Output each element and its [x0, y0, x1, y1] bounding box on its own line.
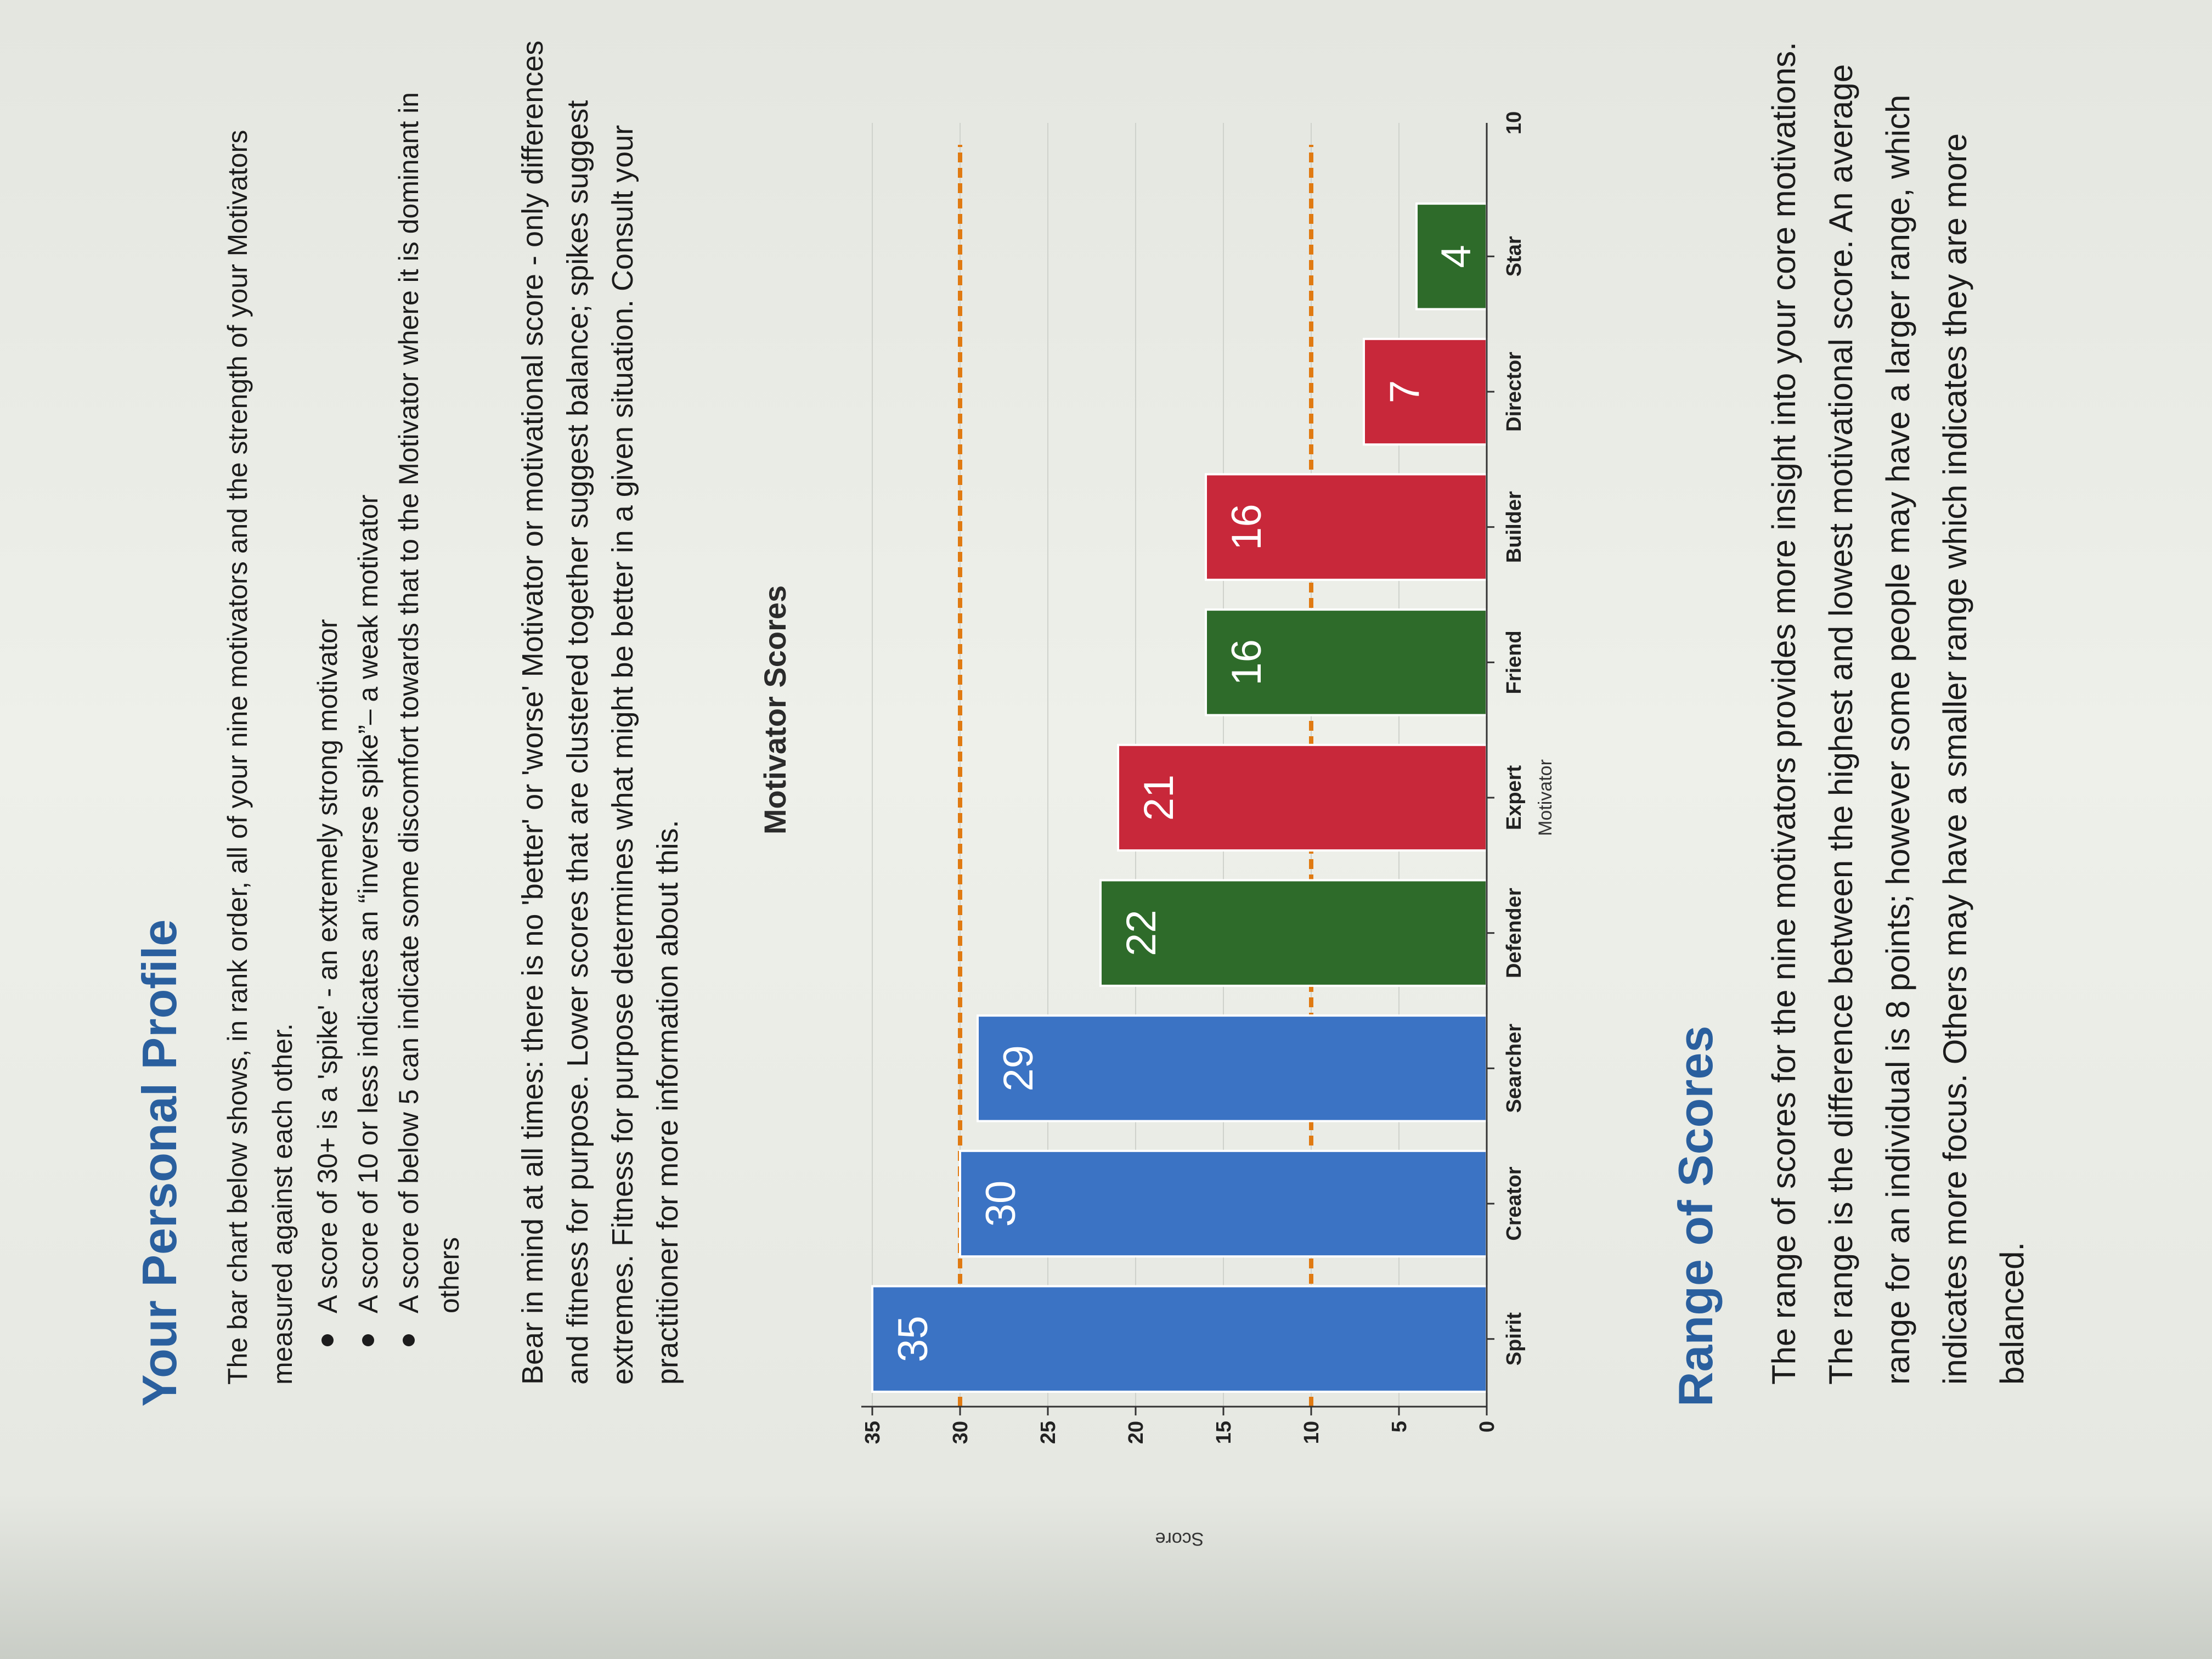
x-tick-label: Defender — [1503, 888, 1526, 978]
bullet-inverse-spike: A score of 10 or less indicates an “inve… — [348, 46, 388, 1352]
intro-paragraph: The bar chart below shows, in rank order… — [222, 129, 298, 1385]
x-tick-label: Builder — [1503, 491, 1526, 563]
x-tick-label: Director — [1503, 352, 1526, 432]
bar-value-label: 30 — [978, 1181, 1024, 1227]
bullet-discomfort: A score of below 5 can indicate some dis… — [388, 46, 470, 1352]
y-tick-label: 35 — [861, 1421, 884, 1444]
x-tick-label: Searcher — [1503, 1024, 1526, 1113]
y-tick-label: 5 — [1388, 1421, 1411, 1432]
right-edge-tick-label: 10 — [1503, 111, 1526, 134]
y-tick-label: 10 — [1300, 1421, 1323, 1444]
chart-canvas: 0 5 10 15 20 25 30 35 35 Spirit 30 Creator 29 Search… — [861, 111, 1556, 1549]
bar-value-label: 7 — [1381, 380, 1428, 403]
bar-value-label: 4 — [1433, 245, 1480, 268]
y-axis-title: Score — [1155, 1528, 1204, 1549]
x-tick-label: Star — [1503, 236, 1526, 276]
bar-creator — [959, 1149, 1488, 1258]
x-axis-title: Motivator — [1535, 759, 1556, 836]
y-tick-label: 0 — [1476, 1421, 1499, 1432]
y-tick-label: 20 — [1125, 1421, 1148, 1444]
bar-value-label: 35 — [890, 1316, 936, 1362]
bar-value-label: 16 — [1223, 504, 1270, 550]
bar-value-label: 21 — [1136, 775, 1182, 821]
y-tick-label: 15 — [1212, 1421, 1235, 1444]
y-tick-label: 30 — [949, 1421, 972, 1444]
x-tick-label: Creator — [1503, 1166, 1526, 1240]
score-guide-list: A score of 30+ is a 'spike' - an extreme… — [307, 46, 470, 1352]
x-tick-label: Spirit — [1503, 1312, 1526, 1365]
bar-spirit — [871, 1285, 1488, 1393]
guidance-paragraph: Bear in mind at all times: there is no '… — [516, 40, 684, 1385]
page-title: Your Personal Profile — [132, 919, 187, 1407]
motivator-chart: Motivator Scores 0 5 10 15 20 25 30 35 35 Spirit… — [757, 2, 1624, 1571]
bar-value-label: 16 — [1223, 639, 1270, 686]
chart-title: Motivator Scores — [758, 585, 792, 835]
x-tick-label: Expert — [1503, 765, 1526, 831]
x-tick-label: Friend — [1503, 630, 1526, 694]
bar-searcher — [977, 1014, 1488, 1122]
bar-value-label: 29 — [995, 1045, 1042, 1092]
bullet-spike: A score of 30+ is a 'spike' - an extreme… — [307, 46, 348, 1352]
range-heading: Range of Scores — [1668, 1025, 1723, 1407]
range-paragraph: The range of scores for the nine motivat… — [1765, 42, 2030, 1385]
bar-value-label: 22 — [1118, 910, 1165, 956]
y-tick-label: 25 — [1037, 1421, 1060, 1444]
